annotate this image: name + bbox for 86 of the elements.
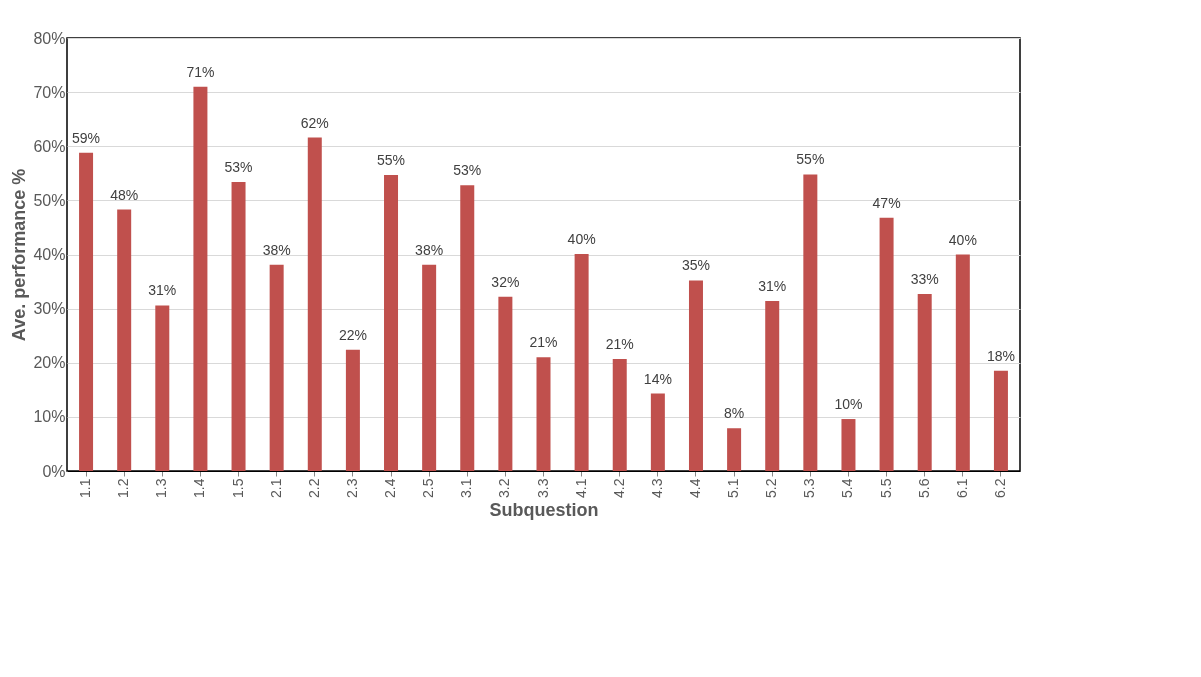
- data-label: 21%: [605, 335, 634, 352]
- y-tick-label: 50%: [33, 191, 66, 209]
- bar: [879, 217, 894, 471]
- x-tick-label: 5.2: [763, 478, 780, 498]
- data-label: 47%: [872, 194, 901, 211]
- bar: [688, 280, 703, 471]
- data-label: 33%: [910, 271, 939, 288]
- x-tick-label: 3.3: [534, 478, 551, 498]
- x-axis-title: Subquestion: [489, 499, 599, 520]
- data-label: 18%: [986, 347, 1015, 364]
- x-tick-label: 5.1: [725, 478, 742, 498]
- bar: [79, 152, 94, 471]
- bar: [955, 254, 970, 471]
- data-label: 38%: [262, 241, 291, 258]
- data-label: 53%: [224, 158, 253, 175]
- data-label: 21%: [529, 334, 558, 351]
- bar: [650, 393, 665, 471]
- bar: [460, 185, 475, 471]
- bar: [307, 137, 322, 471]
- bar: [384, 174, 399, 471]
- bar: [727, 428, 742, 471]
- data-label: 31%: [758, 278, 787, 295]
- x-tick-label: 1.2: [115, 478, 132, 498]
- x-tick-label: 3.2: [496, 478, 513, 498]
- x-tick-label: 4.4: [686, 478, 703, 498]
- y-tick-label: 0%: [42, 462, 66, 480]
- data-label: 38%: [415, 241, 444, 258]
- x-tick-label: 5.3: [801, 478, 818, 498]
- x-tick-label: 3.1: [458, 478, 475, 498]
- data-label: 48%: [110, 186, 139, 203]
- data-label: 8%: [723, 405, 745, 422]
- x-tick-label: 6.2: [991, 478, 1008, 498]
- x-tick-label: 5.4: [839, 478, 856, 498]
- data-label: 62%: [300, 114, 329, 131]
- data-label: 10%: [834, 396, 863, 413]
- bar: [993, 370, 1008, 471]
- bar: [536, 357, 551, 471]
- x-tick-label: 4.3: [648, 478, 665, 498]
- x-tick-label: 2.1: [267, 478, 284, 498]
- x-tick-label: 1.3: [153, 478, 170, 498]
- data-label: 53%: [453, 162, 482, 179]
- x-tick-label: 5.5: [877, 478, 894, 498]
- data-label: 40%: [948, 231, 977, 248]
- x-tick-label: 5.6: [915, 478, 932, 498]
- data-label: 55%: [377, 151, 406, 168]
- bar: [193, 86, 208, 471]
- data-label: 31%: [148, 282, 177, 299]
- x-tick-label: 4.2: [610, 478, 627, 498]
- data-label: 22%: [338, 326, 367, 343]
- y-tick-label: 40%: [33, 246, 66, 263]
- bar: [498, 296, 513, 471]
- x-tick-label: 2.3: [343, 478, 360, 498]
- y-axis-title: Ave. performance %: [9, 168, 30, 342]
- data-label: 71%: [186, 63, 215, 80]
- data-label: 55%: [796, 151, 825, 168]
- data-label: 35%: [681, 257, 710, 274]
- x-tick-label: 2.2: [305, 478, 322, 498]
- x-tick-label: 1.4: [191, 478, 208, 498]
- x-tick-label: 2.5: [420, 478, 437, 498]
- bar: [803, 174, 818, 471]
- bar: [155, 305, 170, 471]
- bar: [612, 358, 627, 471]
- bar: [117, 209, 132, 471]
- y-tick-label: 70%: [33, 83, 66, 101]
- bar: [422, 264, 437, 471]
- bar: [841, 419, 856, 471]
- x-tick-label: 6.1: [953, 478, 970, 498]
- y-tick-label: 60%: [33, 137, 66, 155]
- bar: [231, 181, 246, 471]
- bar: [269, 264, 284, 471]
- bar: [765, 301, 780, 471]
- data-label: 40%: [567, 230, 596, 247]
- bar: [574, 253, 589, 471]
- data-label: 32%: [491, 273, 520, 290]
- x-tick-label: 2.4: [382, 478, 399, 498]
- y-tick-label: 20%: [33, 354, 66, 372]
- x-tick-label: 1.5: [229, 478, 246, 498]
- data-label: 14%: [643, 370, 672, 387]
- x-tick-label: 4.1: [572, 478, 589, 498]
- y-tick-label: 10%: [33, 408, 66, 426]
- data-label: 59%: [72, 129, 101, 146]
- bar: [345, 349, 360, 471]
- y-tick-label: 30%: [33, 300, 66, 318]
- y-tick-label: 80%: [33, 29, 66, 47]
- x-tick-label: 1.1: [77, 478, 94, 498]
- bar: [917, 294, 932, 471]
